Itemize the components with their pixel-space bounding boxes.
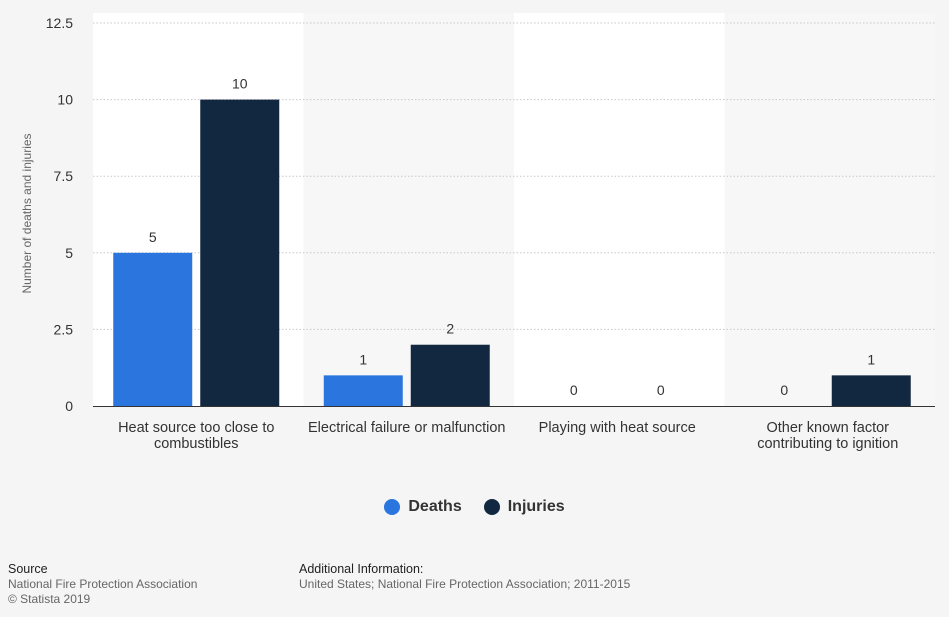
info-heading: Additional Information:	[299, 562, 424, 576]
x-category-label-line: Heat source too close to	[118, 420, 274, 436]
legend-swatch-injuries	[483, 499, 500, 515]
x-category-label-line: Playing with heat source	[539, 420, 696, 436]
copyright: © Statista 2019	[8, 592, 91, 606]
y-axis-ticks: 0 2.5 5 7.5 10 12.5	[46, 15, 73, 414]
legend: Deaths Injuries	[0, 498, 949, 516]
data-label-injuries: 0	[657, 382, 665, 398]
x-category-label: Electrical failure or malfunction	[308, 420, 505, 436]
info-text: United States; National Fire Protection …	[299, 577, 631, 591]
y-axis-title: Number of deaths and injuries	[20, 133, 34, 293]
data-label-deaths: 0	[570, 382, 578, 398]
data-label-deaths: 0	[780, 382, 788, 398]
data-label-deaths: 5	[149, 229, 157, 245]
x-category-label-line: contributing to ignition	[757, 436, 898, 452]
bar-injuries[interactable]	[410, 344, 490, 406]
legend-item-injuries[interactable]: Injuries	[483, 498, 565, 516]
x-category-label-line: combustibles	[154, 436, 239, 452]
bar-chart: 0 2.5 5 7.5 10 12.5 5 10 1 2 0 0 0 1 Heat source too…	[20, 13, 935, 452]
footer-source: Source National Fire Protection Associat…	[8, 562, 197, 607]
x-category-label: Playing with heat source	[539, 420, 696, 436]
data-label-injuries: 1	[867, 351, 875, 367]
x-category-label-line: Other known factor	[767, 420, 890, 436]
x-axis-category-labels: Heat source too close to combustibles Elec…	[118, 420, 898, 452]
legend-label-injuries: Injuries	[507, 498, 565, 515]
category-band	[724, 13, 935, 406]
bar-deaths[interactable]	[323, 375, 403, 406]
y-tick-label: 12.5	[46, 15, 73, 31]
bar-injuries[interactable]	[831, 375, 911, 406]
category-bands	[93, 13, 935, 406]
data-label-deaths: 1	[359, 351, 367, 367]
x-category-label-line: Electrical failure or malfunction	[308, 420, 505, 436]
y-tick-label: 5	[65, 245, 73, 261]
bars	[113, 99, 911, 406]
legend-swatch-deaths	[384, 499, 401, 515]
bar-deaths[interactable]	[113, 252, 193, 406]
legend-item-deaths[interactable]: Deaths	[384, 498, 462, 516]
y-tick-label: 10	[57, 92, 73, 108]
source-name: National Fire Protection Association	[8, 577, 198, 591]
category-band	[303, 13, 514, 406]
bar-injuries[interactable]	[200, 99, 280, 406]
y-tick-label: 7.5	[54, 168, 74, 184]
category-band	[514, 13, 725, 406]
y-tick-label: 0	[65, 398, 73, 414]
x-category-label: Heat source too close to combustibles	[118, 420, 274, 452]
data-label-injuries: 10	[232, 76, 248, 92]
footer-additional-info: Additional Information: United States; N…	[299, 562, 630, 592]
y-tick-label: 2.5	[54, 321, 74, 337]
x-category-label: Other known factor contributing to igniti…	[757, 420, 898, 452]
legend-label-deaths: Deaths	[408, 498, 462, 515]
data-label-injuries: 2	[446, 321, 454, 337]
data-labels: 5 10 1 2 0 0 0 1	[149, 76, 876, 398]
source-heading: Source	[8, 562, 48, 576]
